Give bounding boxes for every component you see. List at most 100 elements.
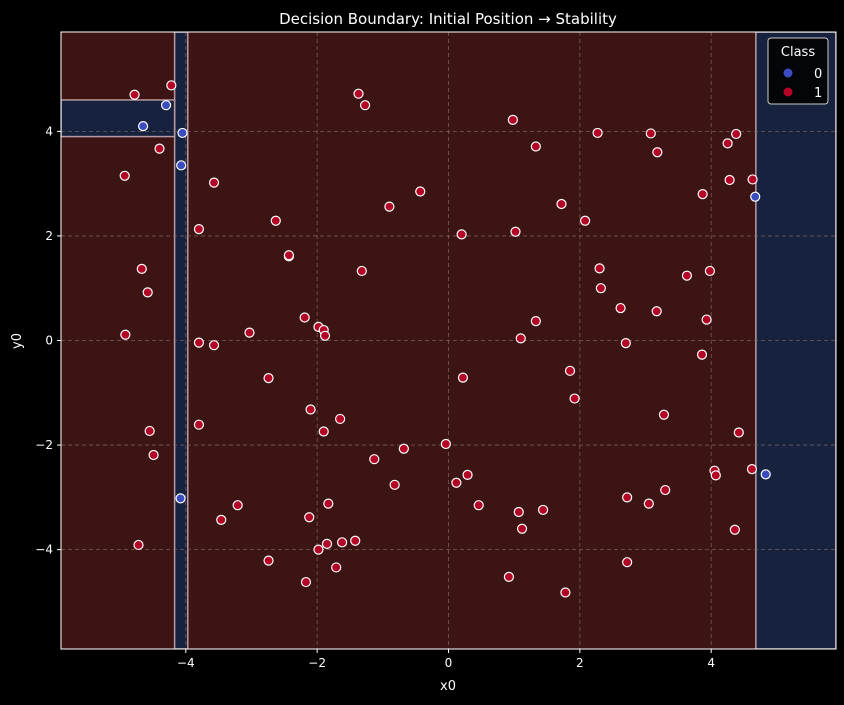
y-tick-label: 4 bbox=[45, 124, 53, 138]
legend-title: Class bbox=[781, 45, 815, 60]
data-point-class-1 bbox=[710, 470, 721, 481]
data-point-class-1 bbox=[658, 409, 670, 420]
y-axis-ticks: −4 −2 0 2 4 bbox=[35, 124, 61, 557]
data-point-class-1 bbox=[681, 270, 693, 281]
region-class-0-band bbox=[755, 32, 836, 649]
data-point-class-0 bbox=[175, 493, 186, 504]
legend-label-class-1: 1 bbox=[814, 86, 822, 101]
legend-marker-class-0 bbox=[783, 68, 793, 78]
data-point-class-1 bbox=[592, 127, 603, 139]
data-point-class-1 bbox=[270, 215, 281, 226]
data-point-class-1 bbox=[318, 426, 329, 437]
data-point-class-1 bbox=[696, 349, 708, 360]
data-point-class-1 bbox=[154, 143, 165, 154]
data-point-class-1 bbox=[747, 174, 758, 185]
data-point-class-1 bbox=[300, 576, 312, 588]
y-axis-label: y0 bbox=[10, 333, 25, 349]
data-point-class-1 bbox=[580, 215, 591, 226]
x-tick-label: −4 bbox=[177, 656, 195, 670]
data-point-class-1 bbox=[216, 514, 227, 525]
data-point-class-1 bbox=[451, 477, 462, 488]
y-tick-label: −2 bbox=[35, 438, 53, 452]
data-point-class-1 bbox=[530, 316, 541, 327]
x-tick-label: 4 bbox=[707, 656, 715, 670]
data-point-class-1 bbox=[462, 469, 473, 480]
data-point-class-1 bbox=[456, 229, 467, 240]
data-point-class-1 bbox=[244, 327, 255, 338]
data-point-class-1 bbox=[569, 393, 580, 404]
data-point-class-1 bbox=[440, 438, 451, 450]
data-point-class-1 bbox=[263, 373, 274, 384]
data-point-class-1 bbox=[515, 333, 526, 344]
data-point-class-1 bbox=[594, 263, 605, 274]
data-point-class-1 bbox=[119, 170, 130, 181]
chart-title: Decision Boundary: Initial Position → St… bbox=[279, 10, 617, 28]
legend-label-class-0: 0 bbox=[814, 67, 822, 82]
legend-box bbox=[767, 37, 829, 105]
data-point-class-1 bbox=[193, 419, 205, 430]
data-point-class-1 bbox=[645, 128, 656, 139]
data-point-class-1 bbox=[142, 287, 153, 298]
data-point-class-1 bbox=[335, 413, 346, 425]
data-point-class-1 bbox=[537, 504, 549, 516]
data-point-class-1 bbox=[415, 186, 426, 197]
data-point-class-1 bbox=[120, 329, 131, 340]
region-class-0-band bbox=[61, 99, 176, 138]
data-point-class-1 bbox=[622, 492, 633, 503]
data-point-class-1 bbox=[369, 454, 380, 465]
data-point-class-1 bbox=[595, 283, 606, 294]
y-tick-label: −4 bbox=[35, 543, 53, 557]
data-point-class-1 bbox=[133, 539, 144, 551]
data-point-class-1 bbox=[513, 506, 524, 518]
data-point-class-1 bbox=[166, 80, 177, 91]
data-point-class-1 bbox=[136, 263, 147, 274]
x-axis-label: x0 bbox=[440, 679, 456, 694]
data-point-class-1 bbox=[516, 523, 528, 534]
legend: Class 0 1 bbox=[767, 37, 829, 105]
data-point-class-1 bbox=[208, 340, 220, 351]
data-point-class-1 bbox=[556, 198, 567, 210]
data-point-class-0 bbox=[750, 191, 761, 202]
data-point-class-1 bbox=[457, 372, 469, 383]
data-point-class-1 bbox=[148, 449, 159, 461]
x-tick-label: 2 bbox=[576, 656, 584, 670]
y-tick-label: 2 bbox=[45, 229, 53, 243]
data-point-class-1 bbox=[746, 464, 758, 475]
data-point-class-1 bbox=[331, 562, 342, 573]
data-point-class-0 bbox=[177, 127, 188, 139]
data-point-class-1 bbox=[263, 555, 274, 566]
data-point-class-1 bbox=[305, 404, 316, 415]
data-point-class-1 bbox=[304, 512, 315, 523]
data-point-class-1 bbox=[704, 265, 715, 277]
data-point-class-1 bbox=[660, 484, 671, 496]
data-point-class-1 bbox=[283, 250, 295, 261]
data-point-class-1 bbox=[722, 138, 733, 149]
data-point-class-1 bbox=[724, 174, 735, 186]
data-point-class-1 bbox=[530, 141, 541, 152]
data-point-class-1 bbox=[643, 498, 654, 509]
data-point-class-1 bbox=[337, 537, 348, 548]
data-point-class-1 bbox=[313, 544, 324, 555]
data-point-class-1 bbox=[651, 306, 662, 317]
data-point-class-1 bbox=[350, 535, 361, 546]
legend-marker-class-1 bbox=[783, 87, 793, 97]
data-point-class-1 bbox=[701, 314, 712, 325]
data-point-class-1 bbox=[564, 365, 576, 376]
data-point-class-1 bbox=[299, 312, 310, 323]
data-point-class-0 bbox=[137, 121, 149, 132]
data-point-class-1 bbox=[560, 587, 571, 598]
data-point-class-1 bbox=[232, 500, 243, 511]
data-point-class-1 bbox=[729, 524, 740, 535]
data-point-class-1 bbox=[129, 89, 140, 100]
data-point-class-1 bbox=[359, 100, 371, 111]
data-point-class-1 bbox=[398, 443, 409, 454]
data-point-class-0 bbox=[760, 469, 771, 480]
data-point-class-1 bbox=[144, 425, 155, 437]
data-point-class-1 bbox=[389, 479, 400, 490]
data-point-class-1 bbox=[193, 337, 205, 348]
x-tick-label: 0 bbox=[445, 656, 453, 670]
data-point-class-1 bbox=[384, 201, 395, 212]
y-tick-label: 0 bbox=[45, 334, 53, 348]
